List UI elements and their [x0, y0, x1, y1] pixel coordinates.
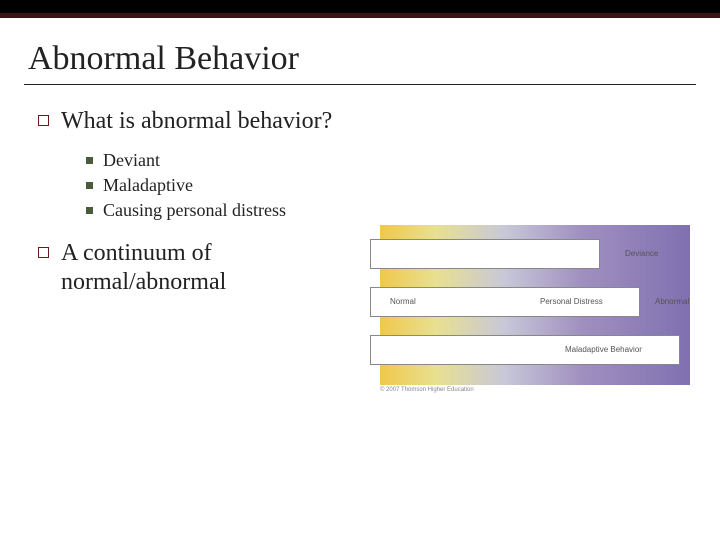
diagram-label: Normal [390, 297, 416, 306]
diagram-label: Deviance [625, 249, 658, 258]
continuum-bar [370, 239, 600, 269]
bullet-level1: A continuum of normal/abnormal [38, 239, 378, 297]
bullet-level2: Causing personal distress [86, 200, 378, 221]
diagram-label: Maladaptive Behavior [565, 345, 642, 354]
copyright-text: © 2007 Thomson Higher Education [380, 387, 474, 393]
bullet-level1: What is abnormal behavior? [38, 107, 378, 136]
bullet-level2: Deviant [86, 150, 378, 171]
top-stripe [0, 0, 720, 18]
bullet-text: A continuum of normal/abnormal [61, 239, 378, 297]
diagram-label: Abnormal [655, 297, 689, 306]
square-solid-bullet-icon [86, 182, 93, 189]
square-open-bullet-icon [38, 115, 49, 126]
top-stripe-inner [0, 0, 720, 13]
sub-bullet-group: Deviant Maladaptive Causing personal dis… [38, 150, 378, 221]
square-open-bullet-icon [38, 247, 49, 258]
square-solid-bullet-icon [86, 207, 93, 214]
sub-bullet-text: Deviant [103, 150, 160, 171]
bullet-text: What is abnormal behavior? [61, 107, 332, 136]
sub-bullet-text: Maladaptive [103, 175, 193, 196]
sub-bullet-text: Causing personal distress [103, 200, 286, 221]
bullet-level2: Maladaptive [86, 175, 378, 196]
diagram-label: Personal Distress [540, 297, 603, 306]
square-solid-bullet-icon [86, 157, 93, 164]
bullet-column: What is abnormal behavior? Deviant Malad… [38, 107, 378, 310]
continuum-diagram: Deviance Normal Personal Distress Abnorm… [370, 225, 700, 395]
page-title: Abnormal Behavior [0, 18, 720, 84]
